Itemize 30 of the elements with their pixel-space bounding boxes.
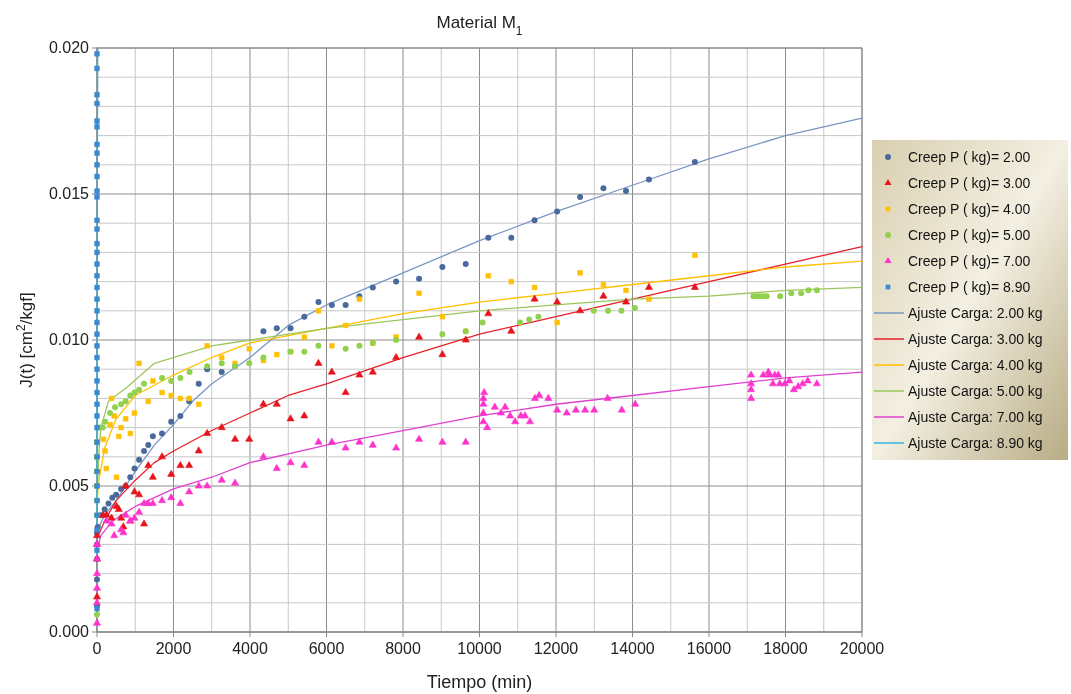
y-tick-label: 0.005 xyxy=(48,477,90,494)
x-tick-label: 20000 xyxy=(839,640,885,657)
x-tick-label: 18000 xyxy=(763,640,808,657)
x-tick-label: 4000 xyxy=(232,640,268,657)
x-tick-label: 14000 xyxy=(610,640,655,657)
x-tick-label: 0 xyxy=(92,640,102,657)
legend-label: Ajuste Carga: 2.00 kg xyxy=(908,305,1043,321)
legend-label: Creep P ( kg)= 8.90 xyxy=(908,279,1031,295)
legend-label: Creep P ( kg)= 7.00 xyxy=(908,253,1031,269)
x-tick-label: 12000 xyxy=(533,640,579,657)
legend-label: Ajuste Carga: 7.00 kg xyxy=(908,409,1043,425)
y-tick-label: 0.015 xyxy=(48,185,90,202)
legend-label: Ajuste Carga: 5.00 kg xyxy=(908,383,1043,399)
legend-label: Creep P ( kg)= 4.00 xyxy=(908,201,1031,217)
legend-label: Creep P ( kg)= 2.00 xyxy=(908,149,1031,165)
y-tick-label: 0.000 xyxy=(48,623,90,640)
x-tick-label: 8000 xyxy=(385,640,421,657)
y-tick-label: 0.020 xyxy=(48,39,90,56)
x-tick-label: 2000 xyxy=(155,640,192,657)
x-tick-label: 16000 xyxy=(686,640,732,657)
x-axis-title: Tiempo (min) xyxy=(426,672,533,692)
legend-label: Ajuste Carga: 8.90 kg xyxy=(908,435,1043,451)
legend-label: Ajuste Carga: 4.00 kg xyxy=(908,357,1043,373)
x-tick-label: 6000 xyxy=(308,640,345,657)
legend-label: Creep P ( kg)= 3.00 xyxy=(908,175,1031,191)
legend-label: Ajuste Carga: 3.00 kg xyxy=(908,331,1043,347)
chart-title: Material M$_{1}$ xyxy=(436,13,523,38)
x-tick-label: 10000 xyxy=(457,640,502,657)
legend-label: Creep P ( kg)= 5.00 xyxy=(908,227,1031,243)
y-tick-label: 0.010 xyxy=(48,331,90,348)
